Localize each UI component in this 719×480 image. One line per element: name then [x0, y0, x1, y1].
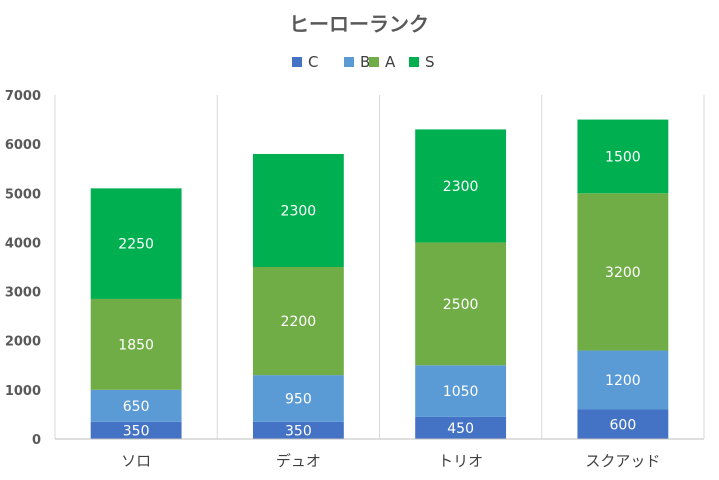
legend-swatch-A	[369, 57, 379, 67]
y-tick-label: 2000	[5, 335, 41, 350]
y-tick-label: 0	[32, 433, 41, 448]
data-label-S-0: 2250	[118, 237, 154, 253]
category-gridlines	[54, 95, 705, 439]
data-label-S-2: 2300	[443, 179, 479, 195]
data-label-A-2: 2500	[443, 297, 479, 313]
data-label-C-0: 350	[123, 423, 150, 439]
bars	[90, 119, 669, 439]
legend-label-S: S	[425, 53, 435, 71]
axes: ソロ デュオ トリオ スクアッド 0 1000 2000 3000 4000 5000 6000 70…	[5, 89, 704, 470]
data-label-S-3: 1500	[605, 149, 641, 165]
bar-S-3	[577, 119, 669, 194]
y-tick-label: 5000	[5, 187, 41, 202]
x-tick-label: トリオ	[438, 452, 483, 470]
chart-title: ヒーローランク	[289, 12, 429, 36]
bar-S-0	[90, 188, 182, 299]
x-tick-label: ソロ	[121, 452, 151, 470]
y-tick-label: 4000	[5, 236, 41, 251]
x-tick-label: スクアッド	[585, 452, 660, 470]
data-label-A-3: 3200	[605, 265, 641, 281]
legend-swatch-B	[344, 57, 354, 67]
y-tick-label: 1000	[5, 384, 41, 399]
bar-A-3	[577, 193, 669, 351]
y-tick-label: 3000	[5, 286, 41, 301]
data-label-C-2: 450	[447, 421, 474, 437]
legend-swatch-S	[409, 57, 419, 67]
data-labels: 350 650 1850 2250 350 950 2200 2300 450 1050 2500 2…	[118, 149, 640, 439]
bar-C-0	[90, 421, 182, 439]
data-label-B-3: 1200	[605, 373, 641, 389]
data-label-A-0: 1850	[118, 337, 154, 353]
legend-label-B: B	[360, 53, 370, 71]
bar-C-3	[577, 409, 669, 439]
legend-label-A: A	[385, 53, 396, 71]
bar-A-0	[90, 298, 182, 390]
bar-S-1	[252, 153, 344, 267]
y-tick-label: 6000	[5, 138, 41, 153]
bar-A-1	[252, 267, 344, 376]
bar-A-2	[415, 242, 507, 366]
data-label-B-2: 1050	[443, 384, 479, 400]
bar-B-2	[415, 365, 507, 417]
data-label-C-3: 600	[610, 417, 637, 433]
data-label-B-0: 650	[123, 399, 150, 415]
bar-B-1	[252, 375, 344, 422]
data-label-B-1: 950	[285, 391, 312, 407]
data-label-A-1: 2200	[281, 314, 317, 330]
bar-B-0	[90, 389, 182, 422]
bar-C-2	[415, 416, 507, 439]
data-label-S-1: 2300	[281, 203, 317, 219]
bar-B-3	[577, 350, 669, 410]
bar-S-2	[415, 129, 507, 243]
x-tick-label: デュオ	[276, 452, 321, 470]
data-label-C-1: 350	[285, 423, 312, 439]
y-tick-label: 7000	[5, 89, 41, 104]
legend-label-C: C	[308, 53, 318, 71]
bar-C-1	[252, 421, 344, 439]
legend-swatch-C	[292, 57, 302, 67]
